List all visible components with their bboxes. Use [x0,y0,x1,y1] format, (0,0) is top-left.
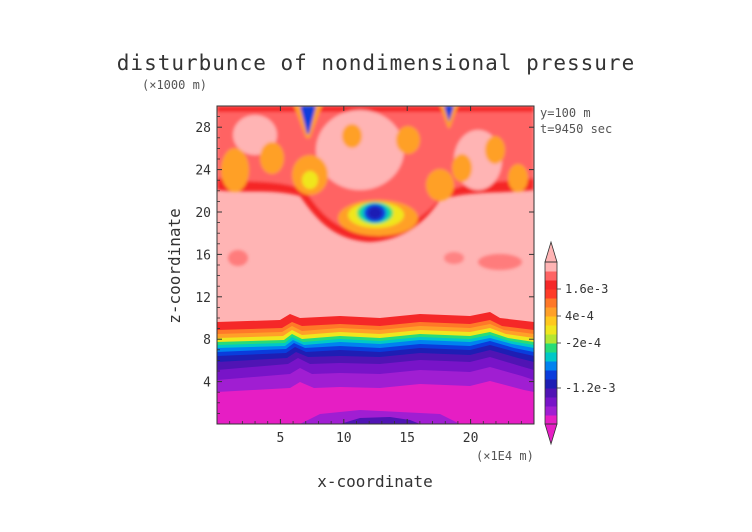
colorbar-swatch [545,370,557,380]
colorbar-top-arrow [544,240,558,263]
colorbar: 1.6e-3 4e-4 -2e-4 -1.2e-3 [544,240,616,446]
lower-field [217,312,534,424]
annotation-y: y=100 m [540,106,591,120]
y-tick-label: 24 [195,164,211,179]
orange-blob-9 [508,164,528,192]
x-axis: 5 10 15 20 [229,106,522,446]
orange-blob-7 [452,154,472,182]
colorbar-swatch [545,343,557,353]
pale-red-patch-2 [478,254,522,270]
colorbar-swatch [545,334,557,344]
colorbar-swatch [545,298,557,308]
colorbar-swatch [545,406,557,416]
colorbar-swatch [545,307,557,317]
colorbar-swatch [545,379,557,389]
colorbar-label: -1.2e-3 [565,381,616,395]
bottom-purple-patch [300,410,460,424]
colorbar-swatch [545,352,557,362]
x-axis-label: x-coordinate [317,472,433,491]
annotation-t: t=9450 sec [540,122,612,136]
colorbar-label: 4e-4 [565,309,594,323]
pale-red-patch-1 [228,250,248,266]
orange-blob-2 [260,142,284,174]
colorbar-swatch [545,316,557,326]
plot-area [217,106,534,424]
chart-title: disturbunce of nondimensional pressure [117,51,635,75]
colorbar-swatch [545,388,557,398]
colorbar-swatch [545,280,557,290]
y-tick-label: 8 [203,333,211,348]
top-cone-left-blue [300,106,316,134]
orange-blob-8 [485,136,505,164]
y-axis-label: z-coordinate [165,208,184,324]
yellow-blob-1 [302,171,318,189]
colorbar-swatch [545,271,557,281]
center-darkblue [368,207,382,219]
pink-pocket-1 [316,110,404,190]
colorbar-swatch [545,415,557,425]
y-tick-label: 28 [195,121,211,136]
y-unit-label: (×1000 m) [142,78,207,92]
top-cone-right-blue [444,106,454,122]
y-tick-label: 4 [203,376,211,391]
colorbar-swatch [545,325,557,335]
colorbar-bottom-arrow [544,423,558,446]
x-tick-label: 10 [336,431,352,446]
pale-red-patch-3 [444,252,464,264]
colorbar-label: 1.6e-3 [565,282,608,296]
colorbar-swatch [545,397,557,407]
x-tick-label: 20 [463,431,479,446]
y-axis: 4 8 12 16 20 24 28 [195,116,534,414]
x-tick-label: 15 [399,431,415,446]
y-tick-label: 12 [195,291,211,306]
colorbar-label: -2e-4 [565,336,601,350]
band-magenta [217,381,534,424]
y-tick-label: 16 [195,248,211,263]
upper-field [217,106,534,270]
orange-blob-4 [342,124,362,148]
x-tick-label: 5 [276,431,284,446]
x-unit-label: (×1E4 m) [476,449,534,463]
colorbar-swatch [545,262,557,272]
y-tick-label: 20 [195,206,211,221]
bottom-indigo-patch [340,417,420,424]
colorbar-swatch [545,289,557,299]
orange-blob-1 [221,148,249,192]
orange-blob-6 [426,169,454,201]
colorbar-swatch [545,361,557,371]
orange-blob-5 [396,126,420,154]
